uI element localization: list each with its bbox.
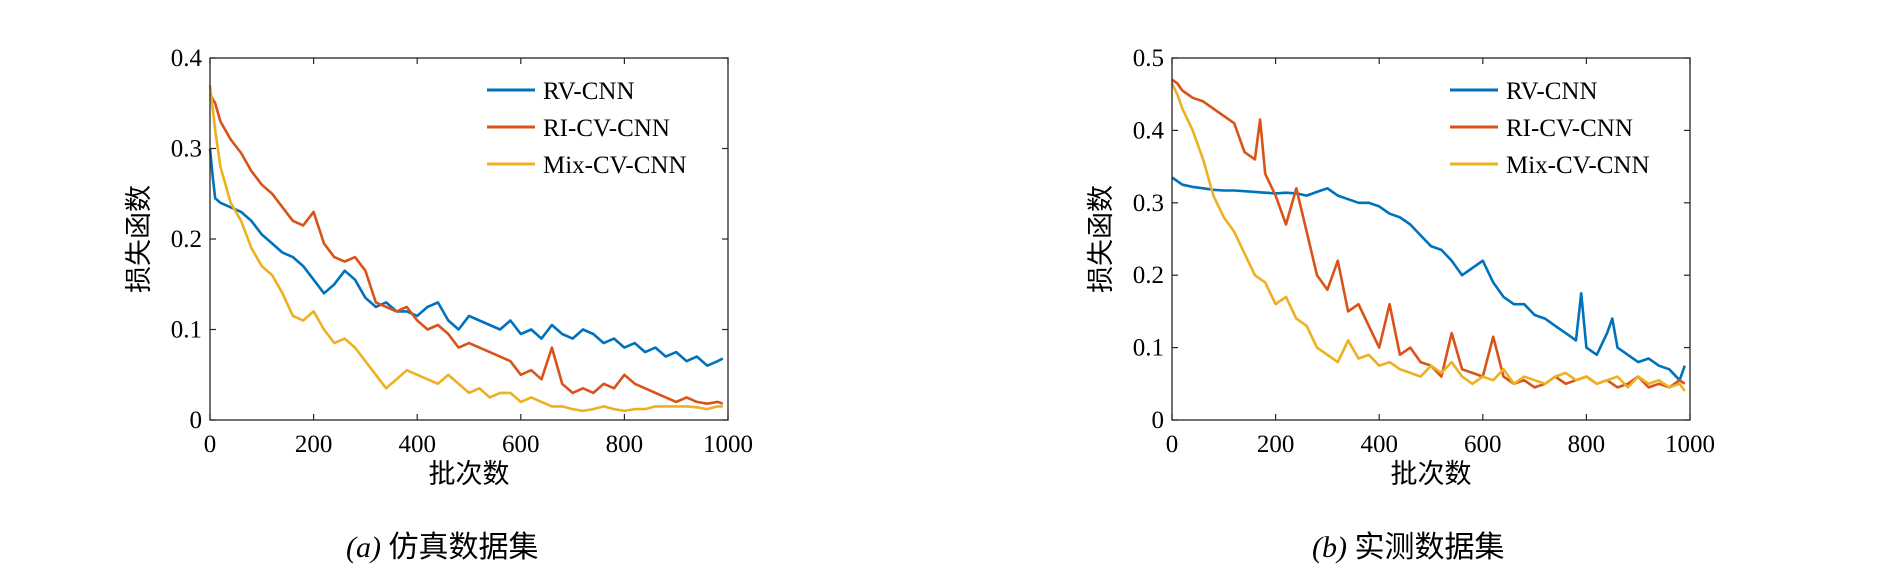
x-tick-label: 1000 (703, 431, 753, 458)
y-tick-label: 0.3 (1133, 190, 1164, 217)
y-tick-label: 0.4 (1133, 117, 1165, 144)
y-tick-label: 0.1 (1133, 335, 1164, 362)
x-tick-label: 200 (295, 431, 333, 458)
y-axis-label: 损失函数 (124, 185, 154, 293)
series-line-mix-cv-cnn (208, 85, 723, 413)
y-tick-label: 0.2 (171, 226, 202, 253)
y-tick-label: 0.1 (171, 317, 202, 344)
y-tick-label: 0.3 (171, 136, 202, 163)
x-tick-label: 400 (398, 431, 436, 458)
caption-a-text: 仿真数据集 (388, 531, 539, 564)
x-tick-label: 400 (1360, 431, 1398, 458)
x-tick-label: 0 (1166, 431, 1179, 458)
x-tick-label: 600 (1464, 431, 1502, 458)
chart-0: 0 200 400 600 800 1000 0 0.1 0.2 0.3 0.4 批次数 损失函数 RV-… (124, 45, 753, 489)
plot-frame (209, 57, 729, 421)
caption-a: (a) 仿真数据集 (346, 522, 538, 566)
legend-label: RV-CNN (1506, 78, 1598, 105)
y-tick-label: 0.2 (1133, 262, 1164, 289)
caption-a-label: (a) (346, 531, 381, 564)
x-tick-label: 0 (204, 431, 217, 458)
y-tick-label: 0.5 (1133, 45, 1164, 72)
y-tick-label: 0 (190, 407, 203, 434)
caption-b-label: (b) (1312, 531, 1347, 564)
legend-label: RI-CV-CNN (1506, 115, 1633, 142)
x-tick-label: 800 (1568, 431, 1606, 458)
x-tick-label: 800 (606, 431, 644, 458)
legend-label: RV-CNN (543, 78, 635, 105)
caption-b-text: 实测数据集 (1354, 531, 1505, 564)
x-tick-label: 200 (1257, 431, 1295, 458)
x-tick-label: 600 (502, 431, 540, 458)
x-tick-label: 1000 (1665, 431, 1715, 458)
series-line-ri-cv-cnn (208, 93, 724, 406)
legend-label: RI-CV-CNN (543, 115, 670, 142)
y-axis-label: 损失函数 (1086, 185, 1116, 293)
series-line-rv-cnn (1171, 176, 1687, 382)
plot-frame (1171, 57, 1691, 421)
x-axis-label: 批次数 (429, 459, 510, 489)
x-axis-label: 批次数 (1391, 459, 1472, 489)
y-tick-label: 0.4 (171, 45, 203, 72)
caption-b: (b) 实测数据集 (1312, 522, 1504, 566)
series-line-mix-cv-cnn (1170, 82, 1686, 392)
legend-label: Mix-CV-CNN (1506, 152, 1650, 179)
legend-label: Mix-CV-CNN (543, 152, 687, 179)
series-line-rv-cnn (208, 148, 724, 368)
chart-1: 0 200 400 600 800 1000 0 0.1 0.2 0.3 0.4 0.5 批次数 损失函数… (1086, 45, 1715, 489)
y-tick-label: 0 (1152, 407, 1165, 434)
